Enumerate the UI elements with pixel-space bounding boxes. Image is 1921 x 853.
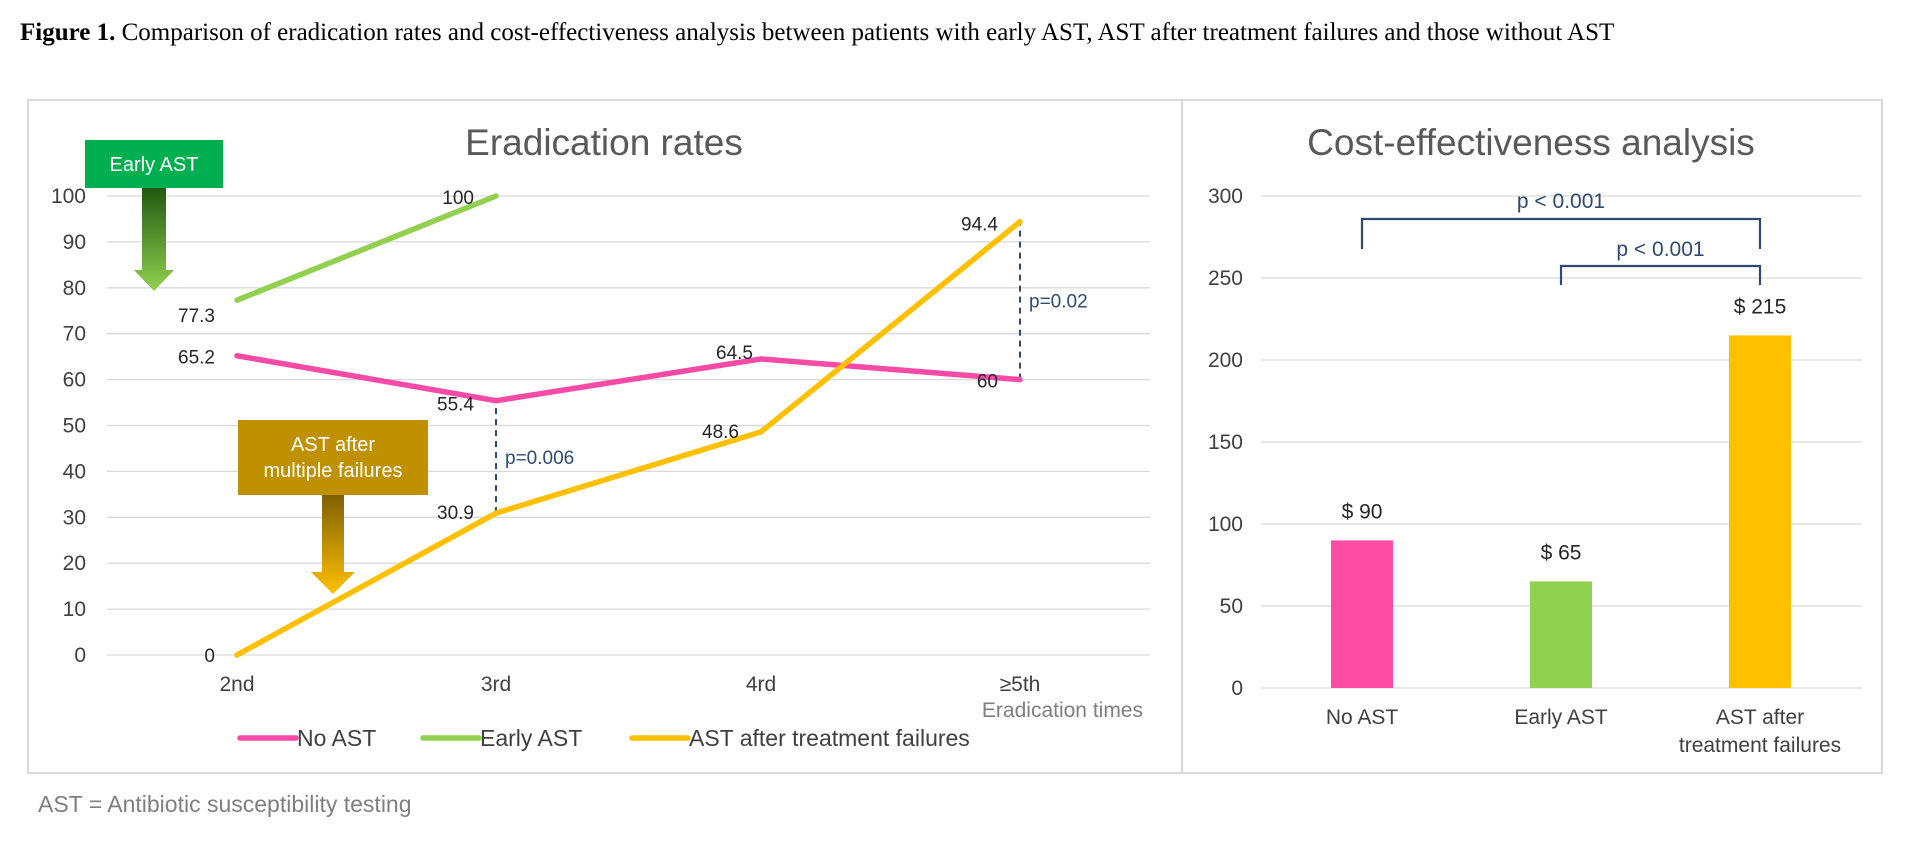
line-chart-y-tick-label: 0	[74, 644, 86, 667]
line-chart-y-tick-label: 70	[63, 323, 86, 346]
line-chart-y-tick-label: 60	[63, 369, 86, 392]
figure-caption-text: Comparison of eradication rates and cost…	[115, 19, 1614, 46]
line-chart-data-labels: 65.2 55.4 64.5 60 77.3 100 0 30.9 48.6 94.4	[178, 188, 998, 667]
ast-after-callout: AST after multiple failures	[238, 420, 428, 594]
bar-no-ast	[1331, 540, 1393, 688]
bar-chart-x-tick-label: Early AST	[1514, 706, 1608, 729]
line-chart-x-ticks: 2nd 3rd 4rd ≥5th	[219, 673, 1040, 696]
line-chart-gridlines	[107, 195, 1150, 656]
line-series-ast-after-treatment-failures	[234, 218, 1023, 658]
line-chart-y-tick-label: 50	[63, 415, 86, 438]
early-ast-callout-box	[85, 140, 223, 188]
bar-value-label: $ 215	[1734, 295, 1787, 318]
bar-chart-y-tick-label: 100	[1208, 513, 1243, 536]
line-data-label-no-ast: 65.2	[178, 348, 215, 369]
bar-chart-comparisons: p < 0.001 p < 0.001	[1360, 190, 1762, 285]
bar-chart-y-tick-label: 0	[1231, 677, 1243, 700]
bar-chart-x-tick-label: treatment failures	[1679, 734, 1841, 757]
bar-chart-title: Cost-effectiveness analysis	[1307, 122, 1755, 163]
bar-ast-after-treatment-failures	[1729, 335, 1791, 688]
line-data-label-no-ast: 55.4	[437, 395, 474, 416]
line-chart-y-ticks: 0 10 20 30 40 50 60 70 80 90 100	[51, 185, 86, 667]
line-chart-y-tick-label: 20	[63, 552, 86, 575]
bar-early-ast	[1530, 581, 1592, 688]
line-chart-y-tick-label: 40	[63, 460, 86, 483]
bar-chart-y-tick-label: 150	[1208, 431, 1243, 454]
legend-label-ast-after-treatment-failures: AST after treatment failures	[689, 725, 970, 751]
legend-label-no-ast: No AST	[297, 725, 376, 751]
significance-label: p < 0.001	[1517, 190, 1605, 213]
line-series-early-ast	[234, 193, 499, 303]
line-chart-comparison-label: p=0.02	[1029, 292, 1088, 313]
figure-caption: Figure 1. Comparison of eradication rate…	[20, 19, 1614, 46]
line-chart-x-tick-label: 2nd	[219, 673, 254, 696]
significance-label: p < 0.001	[1616, 238, 1704, 261]
ast-after-callout-box	[238, 420, 428, 495]
bar-chart-y-tick-label: 50	[1220, 595, 1243, 618]
line-series-no-ast	[234, 352, 1023, 404]
line-chart: Eradication rates 0 10 20 30 40 50 60 70 80 90 100…	[51, 122, 1150, 751]
line-chart-x-tick-label: ≥5th	[1000, 673, 1041, 696]
bar-chart: Cost-effectiveness analysis 0 50 100 150 200…	[1208, 122, 1862, 757]
bar-chart-bars	[1331, 335, 1791, 688]
line-chart-y-tick-label: 10	[63, 598, 86, 621]
line-chart-title: Eradication rates	[465, 122, 743, 163]
footnote: AST = Antibiotic susceptibility testing	[38, 791, 412, 817]
ast-after-arrow-icon	[311, 495, 355, 594]
line-chart-x-tick-label: 3rd	[481, 673, 511, 696]
bar-chart-x-tick-label: No AST	[1326, 706, 1399, 729]
significance-bracket	[1559, 264, 1762, 285]
bar-chart-x-tick-label: AST after	[1716, 706, 1804, 729]
bar-chart-y-ticks: 0 50 100 150 200 250 300	[1208, 185, 1243, 700]
bar-chart-y-tick-label: 300	[1208, 185, 1243, 208]
bar-chart-y-tick-label: 200	[1208, 349, 1243, 372]
line-chart-y-tick-label: 80	[63, 277, 86, 300]
line-chart-comparison-label: p=0.006	[505, 448, 574, 469]
bar-value-label: $ 65	[1541, 541, 1582, 564]
line-data-label-ast-after-treatment-failures: 30.9	[437, 503, 474, 524]
early-ast-arrow-icon	[134, 188, 174, 291]
bar-chart-y-tick-label: 250	[1208, 267, 1243, 290]
line-data-label-early-ast: 77.3	[178, 306, 215, 327]
line-chart-x-axis-label: Eradication times	[982, 699, 1143, 722]
ast-after-callout-line2: multiple failures	[264, 460, 403, 482]
line-chart-y-tick-label: 90	[63, 231, 86, 254]
bar-chart-frame	[1181, 99, 1883, 774]
significance-bracket	[1360, 217, 1762, 249]
line-chart-comparisons: p=0.006 p=0.02	[495, 221, 1088, 514]
line-chart-y-tick-label: 100	[51, 185, 86, 208]
line-chart-x-tick-label: 4rd	[746, 673, 776, 696]
figure-caption-label: Figure 1.	[20, 19, 115, 46]
bar-value-label: $ 90	[1342, 500, 1383, 523]
line-chart-legend: No AST Early AST AST after treatment failu…	[237, 725, 970, 751]
early-ast-callout-text: Early AST	[110, 154, 199, 176]
early-ast-callout: Early AST	[85, 140, 223, 291]
line-data-label-no-ast: 60	[977, 372, 998, 393]
line-data-label-ast-after-treatment-failures: 0	[204, 646, 215, 667]
line-chart-y-tick-label: 30	[63, 506, 86, 529]
line-chart-series	[234, 193, 1023, 658]
line-data-label-ast-after-treatment-failures: 48.6	[702, 422, 739, 443]
bar-chart-x-ticks: No AST Early AST AST after treatment failur…	[1326, 706, 1841, 757]
bar-chart-value-labels: $ 90 $ 65 $ 215	[1342, 295, 1787, 564]
line-data-label-no-ast: 64.5	[716, 343, 753, 364]
line-data-label-early-ast: 100	[442, 188, 474, 209]
ast-after-callout-line1: AST after	[291, 434, 375, 456]
line-data-label-ast-after-treatment-failures: 94.4	[961, 215, 998, 236]
legend-label-early-ast: Early AST	[480, 725, 582, 751]
